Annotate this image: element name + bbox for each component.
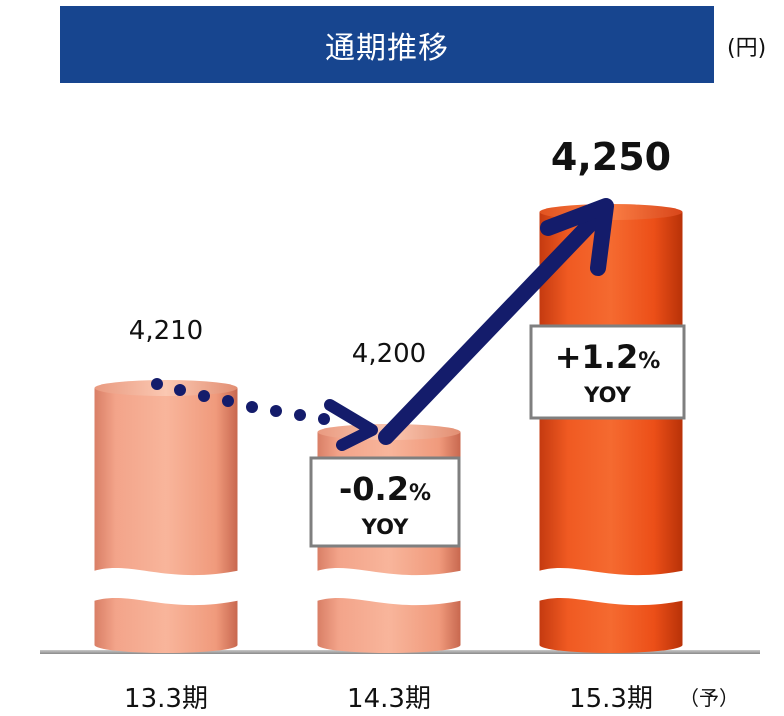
- decline-dot-1: [151, 378, 163, 390]
- category-label-3: 15.3期: [569, 684, 653, 714]
- growth-arrow-shaft: [378, 210, 604, 445]
- decline-dot-7: [294, 409, 306, 421]
- category-label-1: 13.3期: [124, 684, 208, 714]
- yoy-label-2: YOY: [583, 383, 632, 407]
- chart-title: 通期推移: [325, 30, 449, 66]
- decline-dot-3: [198, 390, 210, 402]
- bar-top-1: [94, 380, 238, 396]
- yoy-box-2: [529, 324, 686, 420]
- yoy-value-1: -0.2%: [339, 470, 431, 508]
- decline-dot-6: [270, 405, 282, 417]
- decline-arrowhead: [324, 399, 378, 451]
- yoy-label-1: YOY: [361, 515, 410, 539]
- decline-dot-5: [246, 401, 258, 413]
- growth-arrowhead: [540, 198, 614, 276]
- category-suffix-3: （予）: [679, 686, 739, 710]
- value-label-3: 4,250: [551, 135, 671, 179]
- category-label-2: 14.3期: [347, 684, 431, 714]
- decline-dot-4: [222, 395, 234, 407]
- yoy-box-1: [309, 456, 461, 548]
- axis-break-1: [90, 567, 242, 606]
- yoy-value-2: +1.2%: [555, 338, 661, 376]
- value-label-2: 4,200: [352, 339, 426, 369]
- bar-1: [94, 388, 238, 653]
- chart-title-bar: 通期推移: [60, 6, 714, 83]
- axis-break-3: [535, 567, 687, 606]
- value-label-1: 4,210: [129, 316, 203, 346]
- decline-dot-2: [174, 384, 186, 396]
- axis-break-2: [313, 567, 465, 606]
- unit-label: (円): [727, 36, 767, 61]
- decline-dot-8: [318, 413, 330, 425]
- bar-3: [539, 212, 683, 653]
